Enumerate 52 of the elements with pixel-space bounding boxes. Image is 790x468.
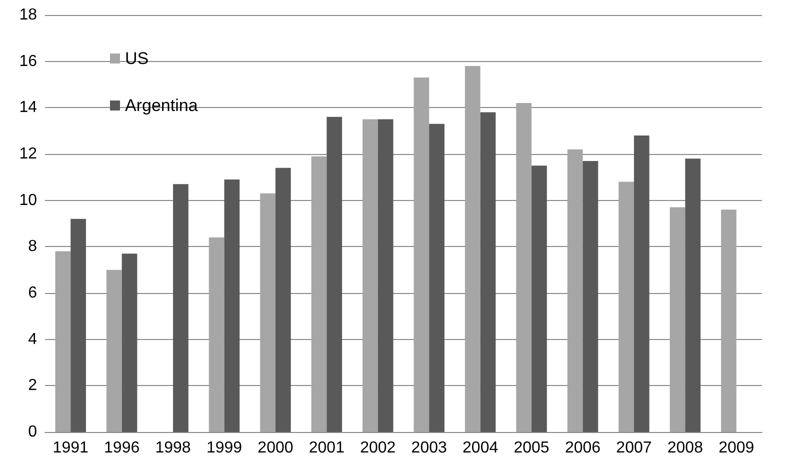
bar: [326, 116, 342, 432]
bar: [311, 156, 327, 432]
bar: [106, 270, 122, 432]
x-tick-label: 2000: [258, 440, 294, 456]
bar: [634, 135, 650, 432]
bar: [122, 254, 138, 432]
y-tick-label: 12: [19, 146, 38, 162]
x-tick-label: 2007: [616, 440, 652, 456]
y-tick-label: 6: [28, 284, 38, 302]
y-tick-label: 8: [28, 238, 38, 256]
bar: [618, 182, 634, 432]
bar: [567, 149, 583, 432]
y-tick-label: 10: [19, 192, 38, 209]
y-tick-label: 14: [19, 99, 38, 116]
bar: [464, 66, 480, 432]
bar: [70, 218, 86, 432]
legend-label: Argentina: [125, 96, 198, 115]
bar: [685, 158, 701, 432]
bar: [173, 184, 188, 432]
x-tick-label: 2002: [360, 440, 396, 456]
x-tick-label: 2008: [667, 440, 704, 456]
legend-label: US: [125, 49, 149, 68]
bar: [516, 103, 532, 432]
bar: [275, 168, 291, 432]
bar: [414, 78, 430, 432]
bar: [429, 124, 444, 432]
bar: [224, 179, 240, 432]
bar: [208, 237, 224, 432]
bar: [582, 160, 598, 432]
y-tick-label: 2: [28, 377, 38, 394]
y-tick-label: 0: [28, 424, 38, 440]
bar: [362, 119, 378, 432]
x-tick-label: 2001: [308, 440, 345, 456]
y-tick-label: 18: [19, 6, 38, 24]
bar: [378, 119, 394, 432]
bar: [480, 112, 496, 432]
x-tick-label: 2005: [514, 440, 550, 456]
bar: [532, 166, 547, 432]
x-tick-label: 2004: [462, 440, 498, 456]
x-tick-label: 1998: [155, 440, 191, 456]
bar: [721, 210, 736, 432]
x-tick-label: 2003: [411, 440, 448, 456]
bar: [260, 193, 276, 432]
y-tick-label: 4: [28, 330, 38, 348]
x-tick-label: 1996: [104, 440, 140, 456]
x-tick-label: 2009: [718, 440, 754, 456]
bar: [55, 251, 71, 432]
x-tick-label: 1991: [52, 440, 89, 456]
x-tick-label: 1999: [206, 440, 242, 456]
y-tick-label: 16: [19, 52, 38, 70]
x-tick-label: 2006: [564, 440, 601, 456]
bar: [670, 207, 686, 432]
